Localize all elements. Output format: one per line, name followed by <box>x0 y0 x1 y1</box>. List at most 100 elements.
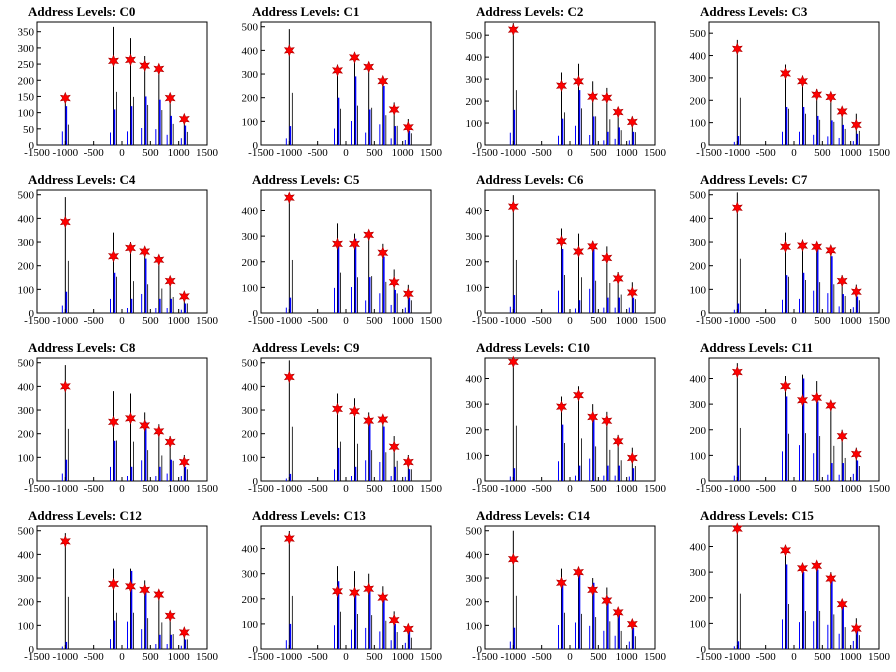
star-marker <box>587 90 599 104</box>
x-tick-label: 1500 <box>196 651 219 663</box>
x-tick-label: -1000 <box>500 147 526 159</box>
x-tick-label: -500 <box>532 651 553 663</box>
x-tick-label: 1500 <box>196 483 219 495</box>
star-marker <box>850 447 862 461</box>
x-tick-label: 1500 <box>196 315 219 327</box>
star-marker <box>601 91 613 105</box>
x-tick-label: 1000 <box>168 147 191 159</box>
y-tick-label: 0 <box>477 644 483 656</box>
x-tick-label: -1500 <box>696 315 722 327</box>
star-marker <box>164 274 176 288</box>
chart-svg: 0 100 200 300 400 -1500 -1000 -500 0 500 1000 1500 <box>690 357 891 495</box>
y-tick-label: 500 <box>466 526 483 538</box>
y-tick-label: 500 <box>242 358 259 370</box>
x-tick-label: -1000 <box>500 483 526 495</box>
y-tick-label: 0 <box>477 308 483 320</box>
x-tick-label: 0 <box>343 651 349 663</box>
y-tick-label: 100 <box>466 450 483 462</box>
x-tick-label: 500 <box>142 483 159 495</box>
plot-frame <box>36 21 208 146</box>
x-tick-label: -1500 <box>472 147 498 159</box>
y-tick-label: 100 <box>242 116 259 128</box>
x-tick-label: 0 <box>567 651 573 663</box>
star-marker <box>377 246 389 260</box>
star-marker <box>388 276 400 289</box>
y-tick-label: 0 <box>253 476 259 488</box>
y-tick-label: 0 <box>701 644 707 656</box>
star-marker <box>124 241 137 255</box>
plot-frame <box>484 357 656 482</box>
star-marker <box>779 543 792 557</box>
star-marker <box>796 239 809 252</box>
star-marker <box>555 79 568 93</box>
y-tick-label: 50 <box>23 124 35 136</box>
star-marker <box>573 245 584 258</box>
star-marker <box>388 103 400 116</box>
y-tick-label: 200 <box>18 597 35 609</box>
x-tick-label: 500 <box>814 147 831 159</box>
x-tick-label: 1500 <box>644 147 667 159</box>
star-marker <box>153 253 165 267</box>
chart-svg: 0 100 200 300 400 -1500 -1000 -500 0 500 1000 1500 <box>690 522 891 663</box>
star-marker <box>178 290 190 303</box>
star-marker <box>587 583 599 597</box>
y-tick-label: 200 <box>690 425 707 437</box>
x-tick-label: -1000 <box>724 147 750 159</box>
x-tick-label: -500 <box>756 483 777 495</box>
x-tick-label: 1500 <box>868 147 891 159</box>
star-marker <box>124 579 137 593</box>
x-tick-label: 0 <box>343 483 349 495</box>
y-tick-label: 400 <box>466 52 483 64</box>
star-marker <box>59 380 71 393</box>
y-tick-label: 400 <box>242 206 259 218</box>
x-tick-label: 500 <box>814 483 831 495</box>
y-tick-label: 400 <box>690 51 707 63</box>
y-tick-label: 100 <box>690 618 707 630</box>
x-tick-label: 1500 <box>644 651 667 663</box>
y-tick-label: 100 <box>242 282 259 294</box>
x-tick-label: -1500 <box>248 147 274 159</box>
y-tick-label: 500 <box>690 28 707 40</box>
x-tick-label: -500 <box>308 651 329 663</box>
y-tick-label: 300 <box>18 43 35 55</box>
chart-panel-c14: Address Levels: C14 0 100 200 300 400 500 -1500… <box>448 504 672 672</box>
y-tick-label: 200 <box>18 261 35 273</box>
x-tick-label: 1500 <box>868 483 891 495</box>
star-marker <box>153 62 165 76</box>
x-tick-label: 0 <box>567 483 573 495</box>
plot-frame <box>484 21 656 146</box>
y-tick-label: 0 <box>29 140 35 152</box>
star-marker <box>779 379 792 393</box>
chart-svg: 0 100 200 300 400 500 -1500 -1000 -500 0 500 1000 15… <box>466 21 667 159</box>
star-marker <box>811 391 823 404</box>
x-tick-label: 1000 <box>840 147 863 159</box>
star-marker <box>331 402 344 416</box>
star-marker <box>59 215 71 229</box>
y-tick-label: 500 <box>18 358 35 370</box>
y-tick-label: 300 <box>466 399 483 411</box>
star-marker <box>731 42 743 56</box>
star-marker <box>836 429 848 443</box>
x-tick-label: 500 <box>366 483 383 495</box>
chart-panel-c11: Address Levels: C11 0 100 200 300 400 -1500 -10… <box>672 336 896 504</box>
star-marker <box>402 622 414 636</box>
star-marker <box>572 565 585 579</box>
chart-panel-c15: Address Levels: C15 0 100 200 300 400 -1500 -10… <box>672 504 896 672</box>
star-marker <box>139 245 151 258</box>
x-tick-label: -1000 <box>52 483 78 495</box>
y-tick-label: 100 <box>18 620 35 632</box>
chart-svg: 0 100 200 300 400 -1500 -1000 -500 0 500 1000 1500 <box>242 189 443 327</box>
star-marker <box>612 605 624 619</box>
star-marker <box>796 75 809 88</box>
x-tick-label: 1500 <box>644 315 667 327</box>
chart-title: Address Levels: C5 <box>252 172 360 187</box>
x-tick-label: 500 <box>590 147 607 159</box>
plot-frame <box>708 357 880 482</box>
star-marker <box>377 591 389 604</box>
chart-svg: 0 100 200 300 400 -1500 -1000 -500 0 500 1000 1500 <box>466 189 667 327</box>
star-marker <box>139 583 151 597</box>
star-marker <box>825 572 837 585</box>
star-marker <box>507 23 519 37</box>
chart-panel-c9: Address Levels: C9 0 100 200 300 400 500 -1500-… <box>224 336 448 504</box>
x-tick-label: -500 <box>84 315 105 327</box>
